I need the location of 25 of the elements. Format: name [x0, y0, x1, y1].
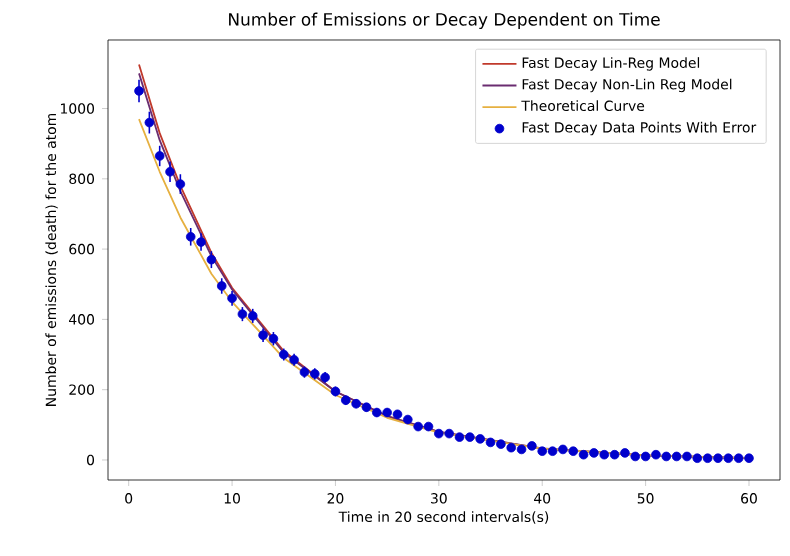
point [134, 86, 144, 96]
point [713, 453, 723, 463]
point [651, 449, 661, 460]
point [165, 167, 175, 177]
point [175, 179, 186, 189]
point [723, 453, 734, 463]
point [620, 448, 630, 458]
point [744, 453, 754, 463]
point [589, 448, 599, 458]
point [661, 451, 672, 462]
point [578, 449, 589, 460]
point [185, 232, 196, 242]
point [671, 451, 682, 462]
point [609, 449, 620, 460]
point [196, 237, 206, 247]
point [599, 449, 610, 460]
point [682, 451, 692, 462]
point [154, 151, 165, 161]
point [630, 451, 641, 462]
point [144, 117, 155, 128]
point [692, 453, 703, 463]
point [640, 451, 651, 462]
chart-title: Number of Emissions or Decay Dependent on Time [229, 12, 660, 30]
point [733, 453, 744, 463]
point [702, 453, 713, 463]
